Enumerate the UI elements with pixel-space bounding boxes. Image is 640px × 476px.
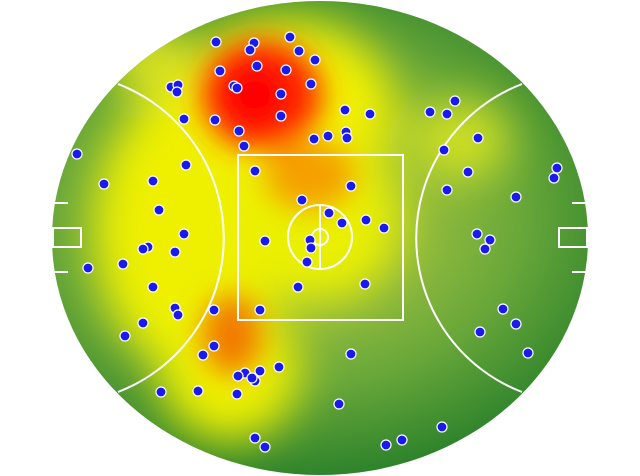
point xyxy=(551,162,563,174)
point xyxy=(231,82,243,94)
point xyxy=(301,256,313,268)
point xyxy=(275,110,287,122)
point xyxy=(147,175,159,187)
point xyxy=(305,242,317,254)
point xyxy=(251,60,263,72)
point xyxy=(153,204,165,216)
point xyxy=(497,303,509,315)
point xyxy=(197,349,209,361)
point xyxy=(479,243,491,255)
point xyxy=(380,439,392,451)
point xyxy=(275,88,287,100)
point xyxy=(510,318,522,330)
point xyxy=(396,434,408,446)
point xyxy=(345,348,357,360)
point xyxy=(98,178,110,190)
point xyxy=(214,65,226,77)
point xyxy=(293,45,305,57)
point xyxy=(232,370,244,382)
point xyxy=(254,365,266,377)
point xyxy=(246,372,258,384)
point xyxy=(192,385,204,397)
point xyxy=(171,86,183,98)
point xyxy=(259,441,271,453)
point xyxy=(172,309,184,321)
point xyxy=(510,191,522,203)
point xyxy=(208,340,220,352)
point xyxy=(308,133,320,145)
point xyxy=(137,243,149,255)
point xyxy=(233,125,245,137)
point xyxy=(323,207,335,219)
point xyxy=(441,108,453,120)
point xyxy=(305,78,317,90)
point xyxy=(169,246,181,258)
point xyxy=(378,222,390,234)
point xyxy=(249,432,261,444)
point xyxy=(273,361,285,373)
point xyxy=(238,140,250,152)
point xyxy=(364,108,376,120)
point xyxy=(280,64,292,76)
point xyxy=(462,166,474,178)
point xyxy=(147,281,159,293)
point xyxy=(119,330,131,342)
point xyxy=(449,95,461,107)
point xyxy=(336,217,348,229)
point xyxy=(71,148,83,160)
point xyxy=(209,114,221,126)
field-lines xyxy=(52,83,588,393)
point xyxy=(292,281,304,293)
point xyxy=(359,278,371,290)
point xyxy=(82,262,94,274)
point xyxy=(438,144,450,156)
point xyxy=(137,317,149,329)
point xyxy=(244,44,256,56)
point xyxy=(341,132,353,144)
point xyxy=(333,398,345,410)
point xyxy=(178,228,190,240)
point xyxy=(339,104,351,116)
point xyxy=(522,347,534,359)
point xyxy=(284,31,296,43)
point xyxy=(254,304,266,316)
point xyxy=(441,184,453,196)
point xyxy=(484,234,496,246)
point xyxy=(345,180,357,192)
point xyxy=(117,258,129,270)
point xyxy=(472,132,484,144)
point xyxy=(155,386,167,398)
point xyxy=(210,36,222,48)
point xyxy=(548,172,560,184)
point xyxy=(178,113,190,125)
point xyxy=(249,165,261,177)
point xyxy=(471,228,483,240)
point xyxy=(259,235,271,247)
point xyxy=(309,54,321,66)
point xyxy=(208,304,220,316)
point xyxy=(322,130,334,142)
point xyxy=(436,421,448,433)
point xyxy=(180,159,192,171)
point xyxy=(231,388,243,400)
point xyxy=(296,194,308,206)
point xyxy=(424,106,436,118)
point xyxy=(474,326,486,338)
point xyxy=(360,214,372,226)
